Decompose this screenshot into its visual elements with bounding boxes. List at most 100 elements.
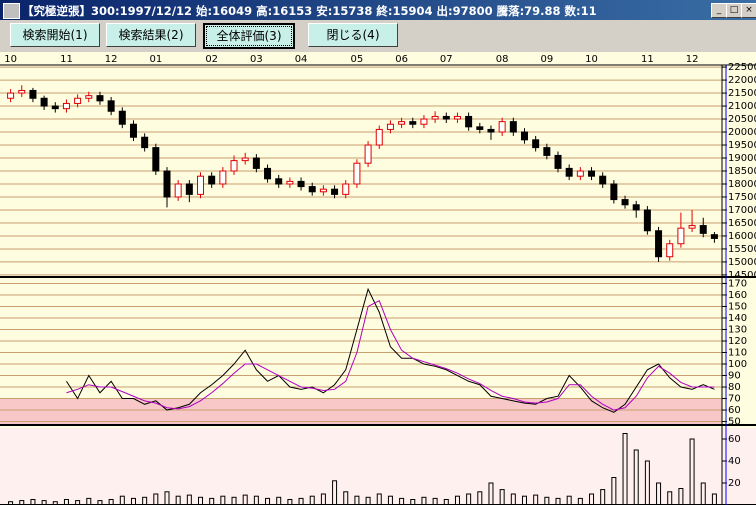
- candle-body: [509, 121, 517, 133]
- search-start-button[interactable]: 検索開始(1): [10, 23, 100, 47]
- volume-bar: [443, 499, 449, 505]
- volume-bar: [220, 495, 226, 505]
- y-tick-label: 120: [728, 336, 747, 347]
- y-tick-label: 170: [728, 278, 747, 289]
- volume-bar: [644, 460, 650, 505]
- candle-body: [85, 95, 93, 99]
- volume-bar: [52, 501, 58, 505]
- candle-body: [18, 89, 26, 94]
- x-tick-label: 10: [4, 54, 17, 65]
- volume-bar: [253, 495, 259, 505]
- candle-body: [543, 147, 551, 156]
- candle-body: [51, 105, 59, 110]
- volume-bar: [309, 495, 315, 505]
- candle-body: [476, 126, 484, 130]
- volume-bar: [600, 489, 606, 505]
- candle-body: [40, 97, 48, 107]
- x-tick-label: 05: [351, 54, 364, 65]
- volume-bar: [521, 495, 527, 505]
- candle-body: [185, 183, 193, 195]
- candle-body: [420, 118, 428, 125]
- volume-bar: [287, 499, 293, 505]
- y-tick-label: 15000: [728, 257, 756, 268]
- close-dialog-button[interactable]: 閉じる(4): [308, 23, 398, 47]
- candle-body: [666, 243, 674, 258]
- volume-bar: [611, 477, 617, 505]
- y-tick-label: 60: [728, 405, 741, 416]
- y-tick-label: 21000: [728, 101, 756, 112]
- y-tick-label: 17000: [728, 205, 756, 216]
- volume-bar: [8, 501, 14, 505]
- volume-bar: [466, 493, 472, 505]
- candle-body: [565, 167, 573, 177]
- volume-bar: [410, 499, 416, 505]
- maximize-button[interactable]: □: [726, 3, 742, 18]
- candle-body: [152, 147, 160, 172]
- volume-bar: [656, 482, 662, 505]
- x-tick-label: 08: [496, 54, 509, 65]
- volume-bar: [108, 499, 114, 505]
- volume-bar: [711, 493, 717, 505]
- volume-bar: [566, 495, 572, 505]
- candle-body: [353, 162, 361, 185]
- candle-body: [174, 183, 182, 198]
- minimize-button[interactable]: _: [711, 3, 727, 18]
- x-tick-label: 12: [686, 54, 699, 65]
- x-tick-label: 10: [585, 54, 598, 65]
- candle-body: [107, 100, 115, 112]
- y-tick-label: 150: [728, 301, 747, 312]
- candle-body: [29, 89, 37, 99]
- candle-body: [710, 234, 718, 239]
- candle-body: [7, 92, 15, 99]
- candle-body: [487, 128, 495, 133]
- y-tick-label: 90: [728, 371, 741, 382]
- candle-body: [621, 199, 629, 206]
- window-title: 【究極逆張】300:1997/12/12 始:16049 高:16153 安:1…: [22, 4, 597, 18]
- candle-body: [141, 136, 149, 149]
- candle-body: [465, 115, 473, 128]
- candle-body: [118, 110, 126, 125]
- y-tick-label: 19000: [728, 153, 756, 164]
- volume-bar: [589, 493, 595, 505]
- volume-bar: [376, 493, 382, 505]
- candle-body: [96, 95, 104, 102]
- overall-eval-button[interactable]: 全体評価(3): [203, 23, 295, 49]
- close-button[interactable]: ×: [741, 3, 756, 18]
- volume-bar: [633, 449, 639, 505]
- candle-body: [699, 225, 707, 234]
- y-tick-label: 70: [728, 394, 741, 405]
- x-tick-label: 01: [149, 54, 162, 65]
- y-tick-label: 40: [728, 456, 741, 467]
- volume-bar: [119, 495, 125, 505]
- volume-bar: [320, 493, 326, 505]
- candle-body: [442, 115, 450, 120]
- y-tick-label: 140: [728, 313, 747, 324]
- candle-body: [286, 180, 294, 185]
- x-tick-label: 09: [540, 54, 553, 65]
- x-tick-label: 06: [395, 54, 408, 65]
- y-tick-label: 19500: [728, 140, 756, 151]
- volume-bar: [454, 495, 460, 505]
- search-result-button[interactable]: 検索結果(2): [106, 23, 196, 47]
- candle-body: [588, 170, 596, 177]
- toolbar: 検索開始(1) 検索結果(2) 全体評価(3) 閉じる(4): [0, 20, 756, 52]
- candle-body: [677, 227, 685, 245]
- candle-body: [129, 123, 137, 138]
- candle-body: [386, 123, 394, 130]
- volume-bar: [75, 500, 81, 505]
- y-tick-label: 100: [728, 359, 747, 370]
- volume-bar: [19, 500, 25, 505]
- y-tick-label: 20000: [728, 127, 756, 138]
- candle-body: [431, 115, 439, 120]
- volume-bar: [242, 494, 248, 505]
- candle-body: [264, 167, 272, 180]
- candle-body: [364, 144, 372, 164]
- y-tick-label: 18000: [728, 179, 756, 190]
- y-tick-label: 17500: [728, 192, 756, 203]
- volume-bar: [186, 494, 192, 505]
- y-tick-label: 80: [728, 382, 741, 393]
- candle-body: [688, 225, 696, 229]
- volume-bar: [678, 488, 684, 505]
- candle-body: [576, 170, 584, 177]
